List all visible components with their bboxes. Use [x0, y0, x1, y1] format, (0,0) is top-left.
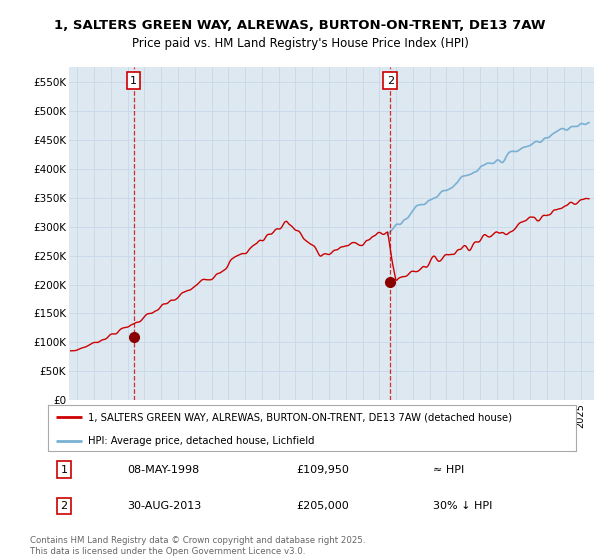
Text: 30-AUG-2013: 30-AUG-2013	[127, 501, 202, 511]
Text: £205,000: £205,000	[296, 501, 349, 511]
Text: 1, SALTERS GREEN WAY, ALREWAS, BURTON-ON-TRENT, DE13 7AW (detached house): 1, SALTERS GREEN WAY, ALREWAS, BURTON-ON…	[88, 412, 512, 422]
Text: 30% ↓ HPI: 30% ↓ HPI	[433, 501, 493, 511]
Text: 1: 1	[130, 76, 137, 86]
Text: ≈ HPI: ≈ HPI	[433, 465, 464, 475]
Text: £109,950: £109,950	[296, 465, 349, 475]
Text: 1, SALTERS GREEN WAY, ALREWAS, BURTON-ON-TRENT, DE13 7AW: 1, SALTERS GREEN WAY, ALREWAS, BURTON-ON…	[54, 18, 546, 32]
Text: HPI: Average price, detached house, Lichfield: HPI: Average price, detached house, Lich…	[88, 436, 314, 446]
Text: 08-MAY-1998: 08-MAY-1998	[127, 465, 199, 475]
Text: Contains HM Land Registry data © Crown copyright and database right 2025.
This d: Contains HM Land Registry data © Crown c…	[30, 536, 365, 556]
Text: 2: 2	[387, 76, 394, 86]
Text: 2: 2	[60, 501, 67, 511]
Text: Price paid vs. HM Land Registry's House Price Index (HPI): Price paid vs. HM Land Registry's House …	[131, 37, 469, 50]
Text: 1: 1	[61, 465, 67, 475]
